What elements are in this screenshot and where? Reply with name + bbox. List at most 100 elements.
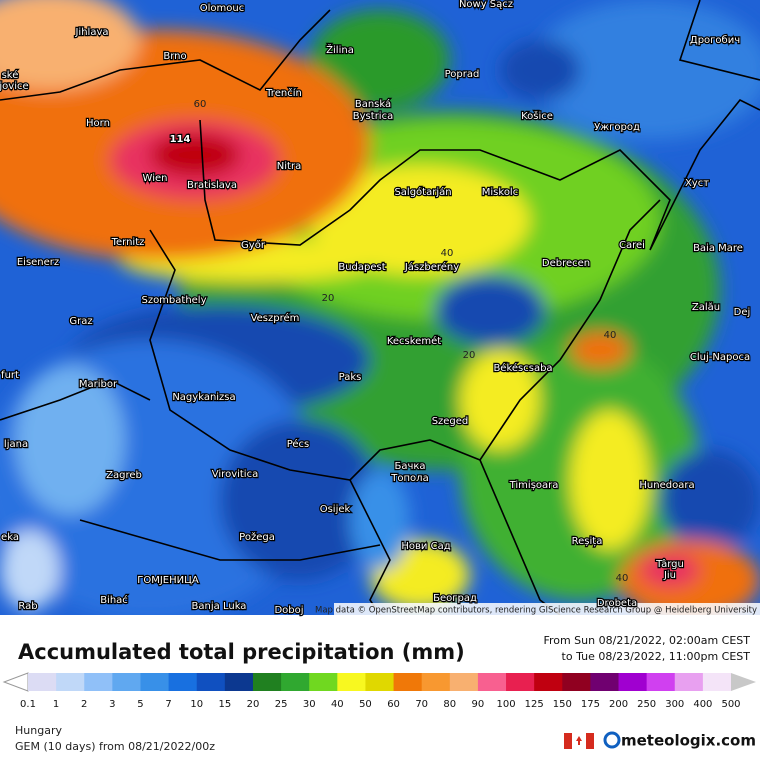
city-label: Nagykanizsa [172, 392, 235, 403]
city-label: Budapest [338, 262, 385, 273]
city-label: Banská [355, 98, 391, 110]
legend-swatch [674, 673, 704, 691]
legend-swatch [562, 673, 591, 691]
legend-swatch [140, 673, 170, 691]
city-label: Veszprém [251, 312, 300, 324]
city-label: jovice [0, 81, 29, 92]
legend-label: 400 [693, 699, 712, 710]
period-from: From Sun 08/21/2022, 02:00am CEST [543, 634, 750, 647]
city-label: Graz [69, 316, 92, 327]
legend-label: 60 [387, 699, 400, 710]
legend-swatch [56, 673, 85, 691]
legend-label: 2 [81, 699, 87, 710]
legend-label: 3 [109, 699, 115, 710]
city-label: Târgu [655, 558, 684, 570]
legend-label: 5 [137, 699, 143, 710]
period-to: to Tue 08/23/2022, 11:00pm CEST [562, 650, 751, 663]
legend-label: 125 [525, 699, 544, 710]
title: Accumulated total precipitation (mm) [18, 640, 465, 664]
legend-label: 10 [190, 699, 203, 710]
legend-swatch [506, 673, 535, 691]
city-label: Бачка [394, 461, 425, 472]
legend-label: 40 [331, 699, 344, 710]
city-label: Dej [734, 307, 751, 318]
contour-label: 60 [194, 99, 207, 110]
city-label: Paks [339, 372, 362, 383]
city-label: ské [2, 69, 19, 81]
city-label: ljana [4, 439, 28, 450]
legend-swatch [618, 673, 648, 691]
legend-swatch [168, 673, 198, 691]
city-label: Virovitica [212, 469, 258, 480]
legend-swatch [393, 673, 423, 691]
city-label: Drobeta [597, 598, 637, 609]
legend-swatch [84, 673, 113, 691]
brand: meteologix.com [621, 732, 756, 750]
city-label: Miskolc [482, 187, 518, 198]
legend-label: 80 [443, 699, 456, 710]
city-label: Ternitz [111, 237, 145, 248]
city-label: ГОМЈЕНИЦА [137, 575, 199, 586]
legend-swatch [534, 673, 563, 691]
city-label: Nowy Sącz [459, 0, 513, 10]
contour-label: 114 [170, 134, 191, 145]
city-label: Szombathely [141, 295, 206, 306]
legend-swatch [702, 673, 732, 691]
city-label: Reșița [572, 536, 603, 547]
city-label: Maribor [79, 379, 118, 390]
city-label: Požega [239, 531, 275, 543]
contour-label: 40 [604, 330, 617, 341]
city-label: Pécs [287, 438, 310, 450]
city-label: Baia Mare [693, 243, 743, 254]
city-label: Нови Сад [401, 541, 450, 552]
city-label: Poprad [445, 69, 480, 80]
attribution: Map data © OpenStreetMap contributors, r… [315, 606, 757, 616]
city-label: Salgótarján [394, 186, 451, 198]
legend-swatch [646, 673, 676, 691]
city-label: Brno [163, 51, 186, 62]
city-label: Bihać [100, 594, 128, 606]
legend-swatch [590, 673, 620, 691]
legend-swatch [252, 673, 282, 691]
city-label: Hunedoara [639, 480, 694, 491]
city-label: Olomouc [200, 3, 244, 14]
legend-swatch [365, 673, 395, 691]
model: GEM (10 days) from 08/21/2022/00z [15, 740, 215, 753]
legend-label: 300 [665, 699, 684, 710]
city-label: Banja Luka [192, 601, 247, 612]
map [0, 0, 760, 615]
contour-label: 20 [322, 293, 335, 304]
legend-swatch [224, 673, 254, 691]
legend-label: 30 [303, 699, 316, 710]
city-label: Cluj-Napoca [690, 352, 750, 363]
legend-label: 500 [721, 699, 740, 710]
contour-label: 20 [463, 350, 476, 361]
city-label: Rab [18, 601, 37, 612]
contour-label: 40 [441, 248, 454, 259]
legend-label: 200 [609, 699, 628, 710]
legend-label: 25 [275, 699, 288, 710]
city-label: Žilina [326, 43, 354, 56]
legend-swatch [421, 673, 451, 691]
attribution-bg [334, 603, 760, 616]
city-label: Zagreb [106, 470, 142, 481]
city-label: Wien [143, 173, 168, 184]
legend-label: 100 [496, 699, 515, 710]
legend-label: 70 [415, 699, 428, 710]
legend-label: 1 [53, 699, 59, 710]
legend-swatch [309, 673, 338, 691]
city-label: furt [1, 370, 19, 381]
logo [603, 731, 621, 749]
legend-swatch [477, 673, 507, 691]
legend-swatch [449, 673, 479, 691]
city-label: Bystrica [353, 111, 393, 122]
city-label: Bratislava [187, 180, 237, 191]
city-label: Zalău [692, 302, 720, 313]
legend-swatch [28, 673, 57, 691]
city-label: Osijek [320, 504, 351, 515]
city-label: Timișoara [509, 480, 559, 491]
flag [564, 733, 594, 749]
legend-label: 7 [165, 699, 171, 710]
legend-label: 175 [581, 699, 600, 710]
contour-label: 40 [616, 573, 629, 584]
